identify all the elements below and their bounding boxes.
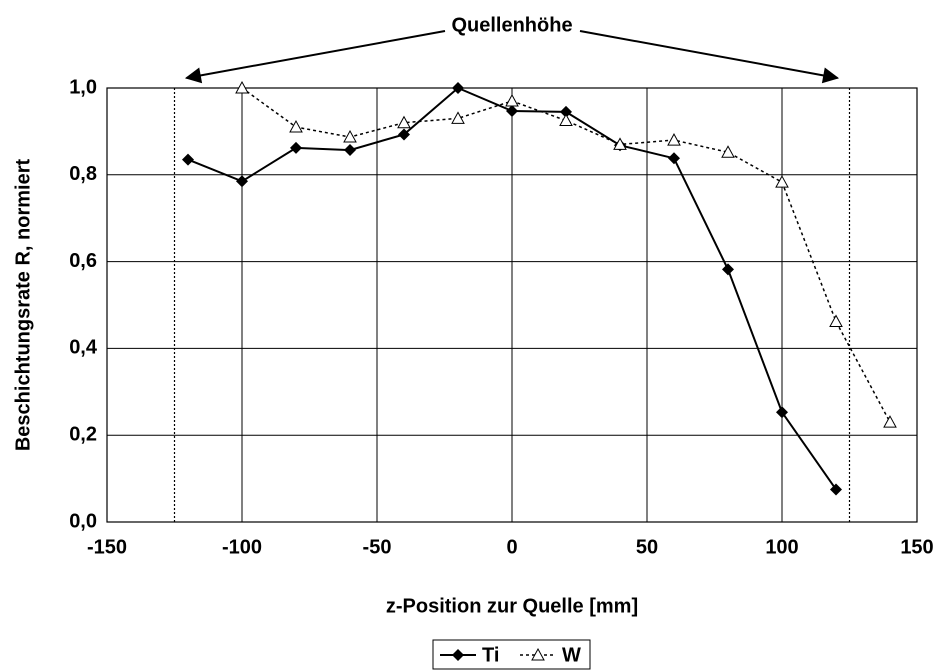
data-point: [236, 175, 248, 188]
data-point: [830, 483, 842, 496]
legend-label: W: [562, 644, 581, 666]
x-tick-label: 150: [900, 536, 933, 558]
data-point: [290, 141, 302, 154]
data-point: [883, 415, 897, 428]
y-tick-label: 1,0: [69, 76, 97, 98]
data-point: [721, 145, 735, 158]
y-tick-label: 0,4: [69, 337, 98, 359]
x-tick-label: -50: [363, 536, 392, 558]
data-point: [398, 128, 410, 141]
legend-label: Ti: [482, 644, 499, 666]
data-point: [344, 144, 356, 157]
x-axis-title: z-Position zur Quelle [mm]: [386, 595, 638, 617]
x-tick-label: 100: [765, 536, 798, 558]
data-point: [506, 105, 518, 118]
data-point: [559, 113, 573, 127]
series-line: [241, 87, 891, 423]
data-point: [560, 105, 572, 118]
data-point: [235, 80, 249, 94]
data-point: [452, 82, 464, 94]
x-tick-label: -100: [222, 536, 262, 558]
y-tick-label: 0,0: [69, 510, 97, 532]
data-point: [829, 314, 843, 327]
x-tick-label: 0: [506, 536, 517, 558]
annotation-arrow: [184, 30, 446, 84]
legend-marker: [531, 647, 545, 661]
data-point: [182, 153, 194, 166]
data-point: [343, 129, 357, 143]
data-point: [451, 111, 465, 124]
data-point: [668, 152, 680, 165]
data-point: [505, 93, 519, 107]
y-tick-label: 0,6: [69, 250, 97, 272]
y-axis-title: Beschichtungsrate R, normiert: [12, 159, 34, 452]
y-tick-label: 0,2: [69, 423, 97, 445]
annotation: Quellenhöhe: [451, 14, 572, 36]
y-tick-label: 0,8: [69, 163, 97, 185]
data-point: [397, 115, 411, 129]
data-point: [289, 120, 303, 133]
data-point: [722, 263, 734, 276]
plot-border: [106, 87, 918, 523]
legend-marker: [452, 649, 464, 661]
data-point: [613, 137, 627, 150]
x-tick-label: -150: [87, 536, 127, 558]
data-point: [776, 406, 788, 419]
x-tick-label: 50: [636, 536, 658, 558]
data-point: [667, 133, 681, 146]
annotation-arrow: [579, 30, 840, 84]
data-point: [775, 175, 789, 188]
